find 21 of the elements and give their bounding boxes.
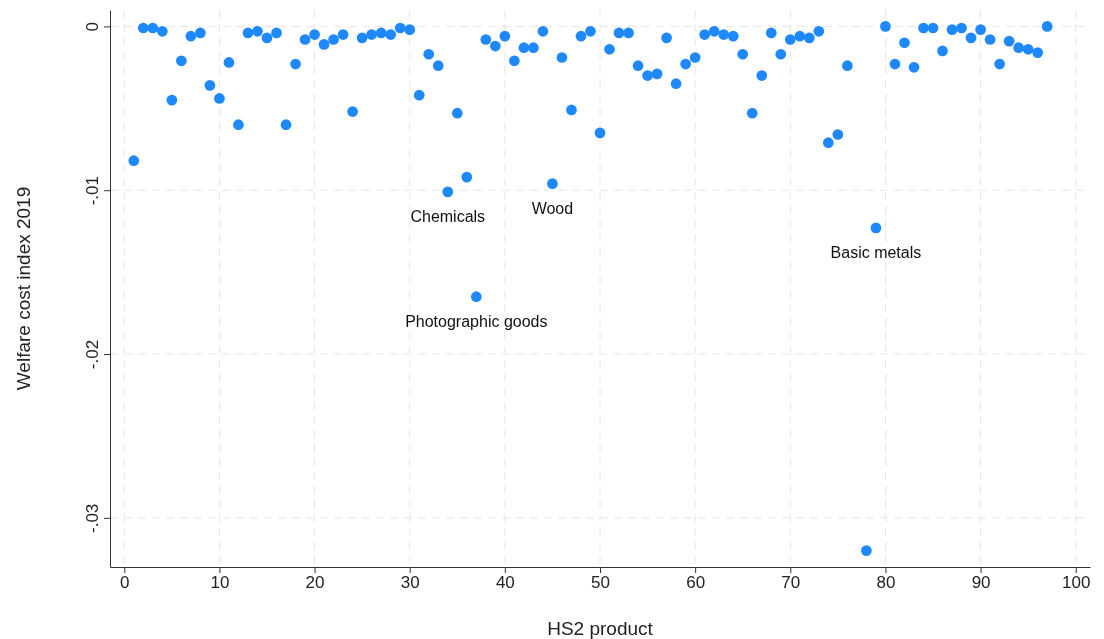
x-tick-label: 20 bbox=[305, 573, 325, 593]
x-tick-label: 40 bbox=[495, 573, 515, 593]
x-tick-label: 0 bbox=[120, 573, 130, 593]
y-tick-label: -.02 bbox=[83, 339, 102, 370]
annotation: Wood bbox=[531, 199, 574, 217]
x-tick-label: 50 bbox=[591, 573, 610, 593]
annotation: Chemicals bbox=[410, 207, 486, 225]
y-tick-label: 0 bbox=[83, 22, 102, 32]
y-tick-label: -.01 bbox=[83, 176, 102, 206]
x-axis-title: HS2 product bbox=[547, 618, 654, 639]
annotation: Basic metals bbox=[830, 243, 922, 261]
x-tick-label: 60 bbox=[686, 573, 706, 593]
y-axis-title: Welfare cost index 2019 bbox=[13, 186, 34, 391]
x-tick-label: 90 bbox=[971, 573, 991, 593]
x-tick-label: 10 bbox=[210, 573, 230, 593]
y-tick-label: -.03 bbox=[83, 503, 102, 533]
x-tick-label: 70 bbox=[781, 573, 801, 593]
x-tick-label: 100 bbox=[1062, 573, 1091, 593]
x-tick-label: 30 bbox=[400, 573, 420, 593]
annotation: Photographic goods bbox=[405, 312, 548, 330]
x-tick-label: 80 bbox=[876, 573, 896, 593]
